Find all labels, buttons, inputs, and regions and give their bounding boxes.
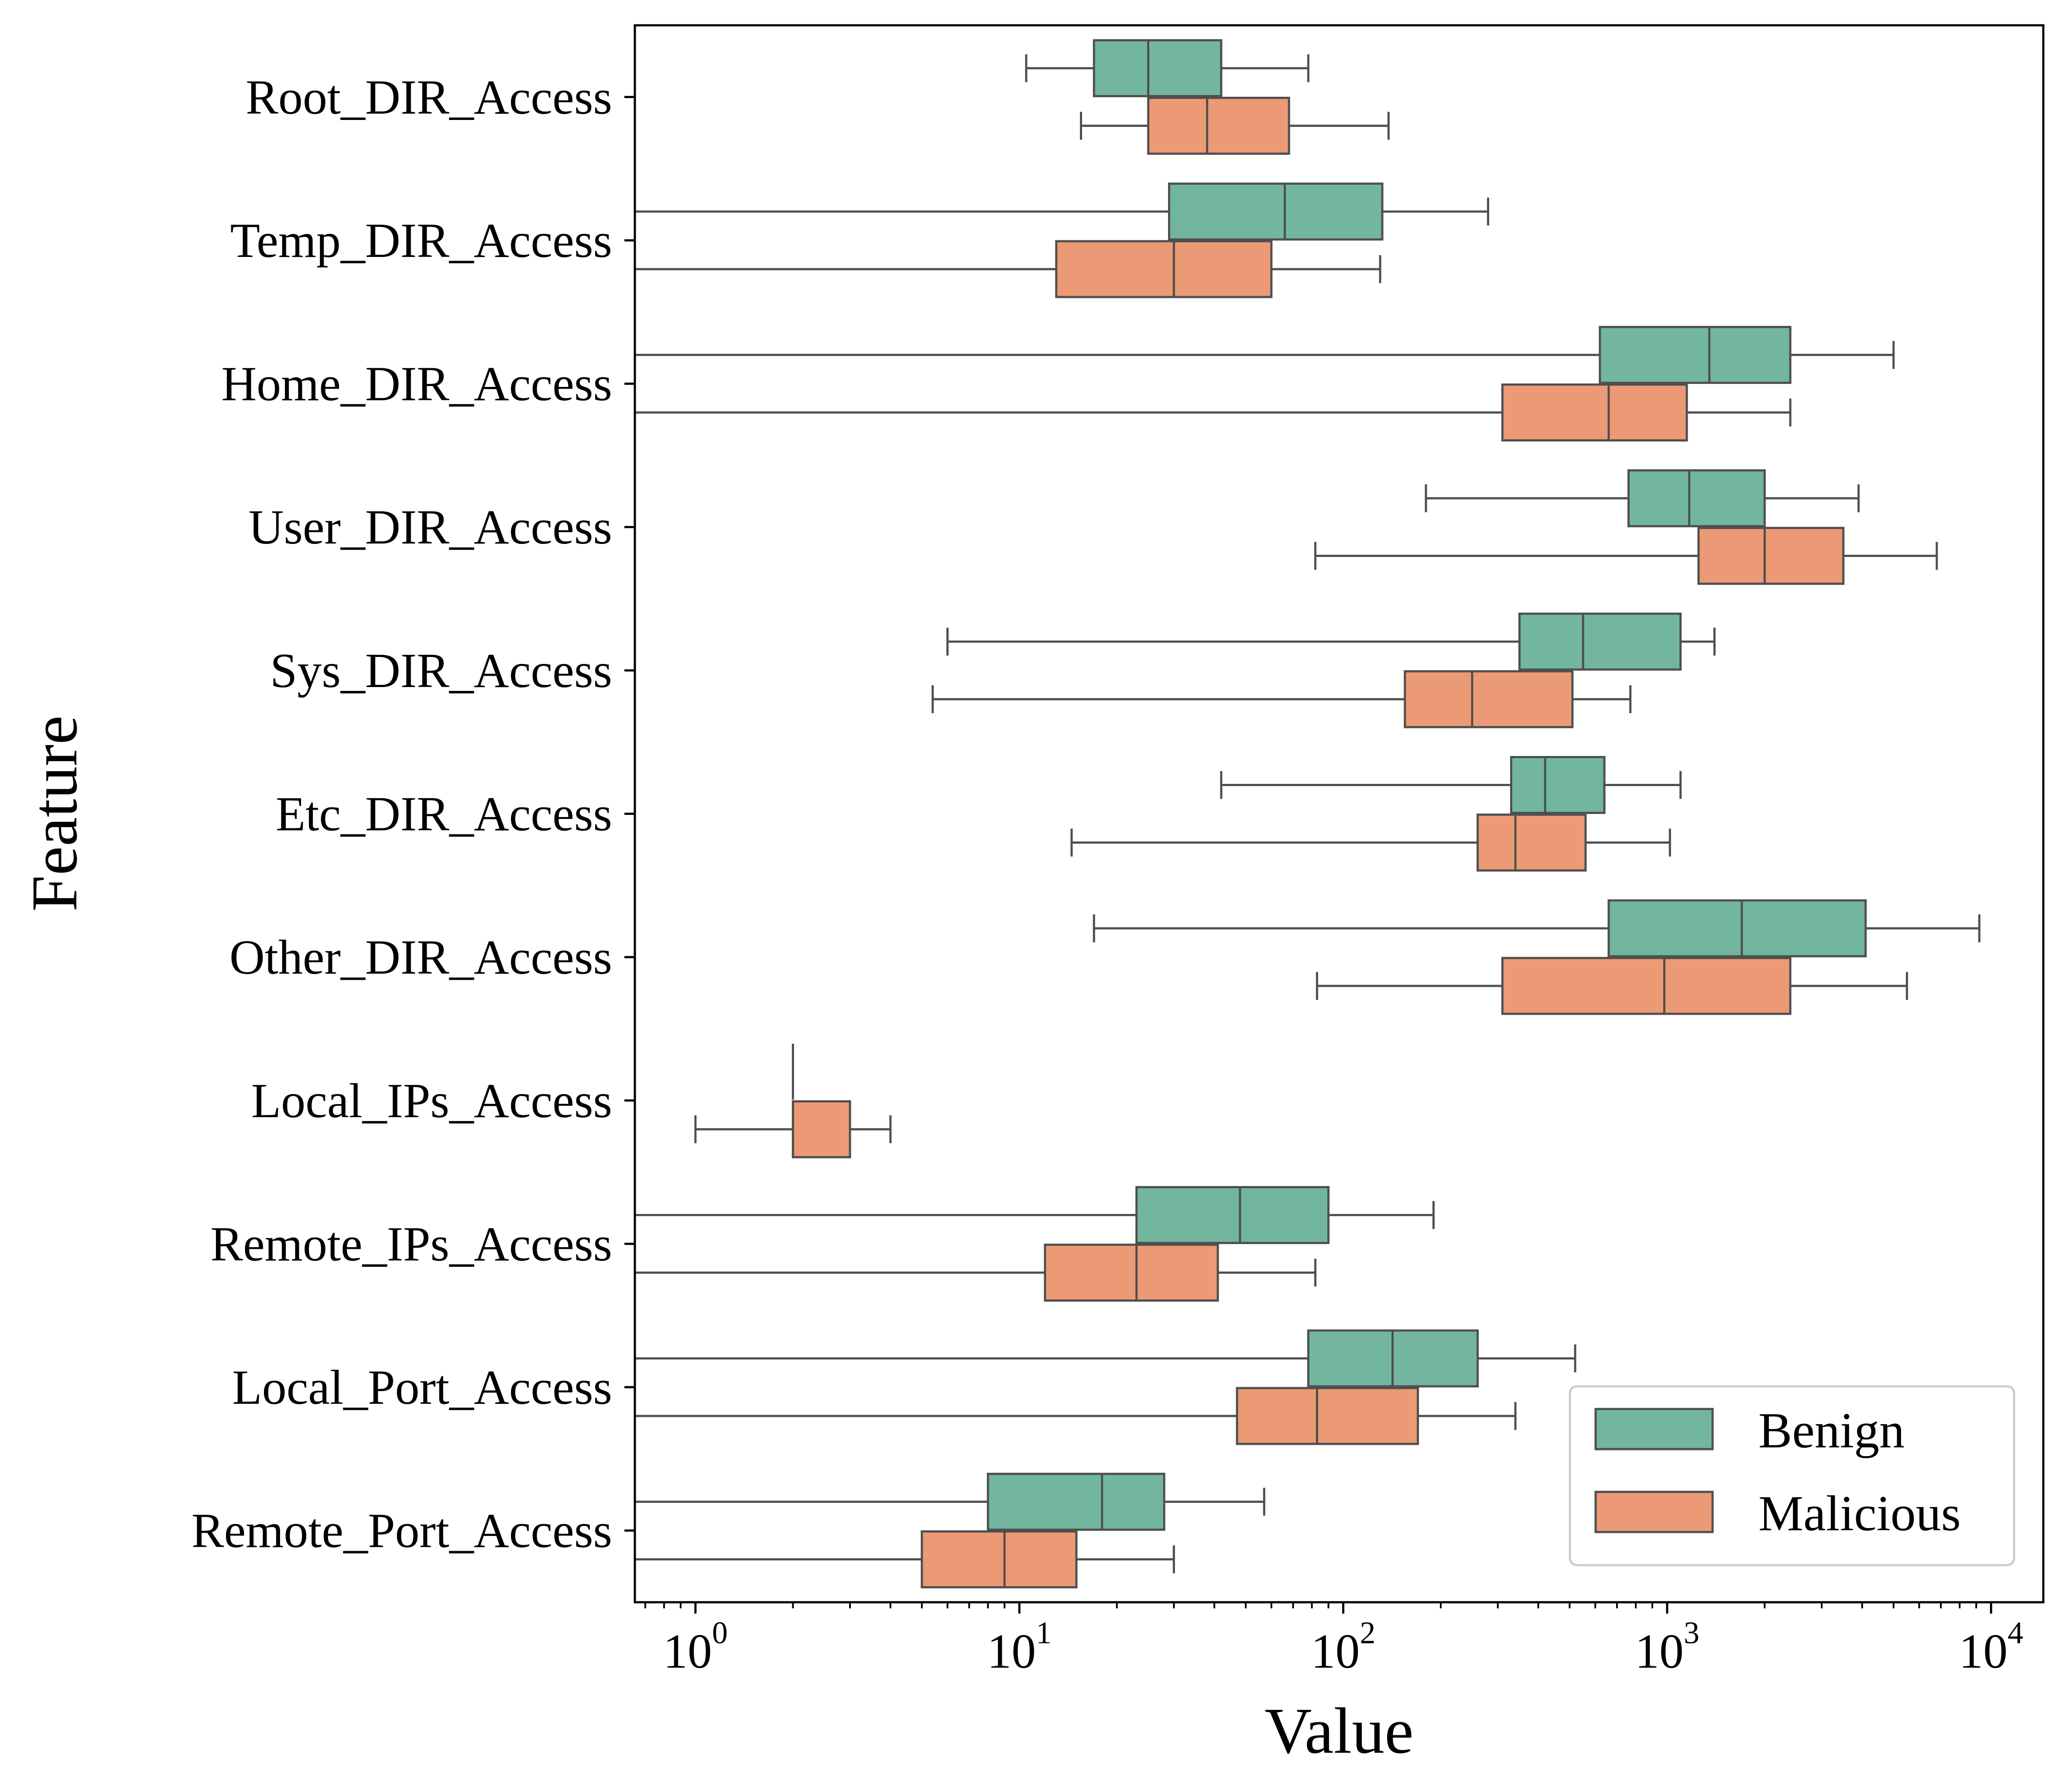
box-benign-etc-dir-access [1220, 756, 1682, 814]
x-tick-exponent: 3 [1684, 1615, 1699, 1650]
y-tick-label: Home_DIR_Access [221, 357, 612, 411]
x-tick-base: 10 [987, 1624, 1036, 1679]
y-tick-label: Etc_DIR_Access [276, 787, 612, 841]
x-tick-base: 10 [1635, 1624, 1684, 1679]
iqr-box [791, 1100, 851, 1159]
iqr-box [1518, 612, 1682, 671]
legend-swatch-benign [1594, 1408, 1714, 1450]
y-axis-ticks: Root_DIR_Access Temp_DIR_Access Home_DIR_A… [192, 70, 635, 1558]
legend: Benign Malicious [1569, 1385, 2015, 1566]
y-tick-label: Remote_IPs_Access [210, 1217, 612, 1271]
y-tick-label: Local_Port_Access [232, 1361, 612, 1415]
x-tick-exponent: 1 [1036, 1615, 1052, 1650]
y-tick-label: Temp_DIR_Access [230, 214, 613, 268]
y-axis-label: Feature [18, 715, 91, 912]
box-malicious-temp-dir-access [635, 240, 1381, 298]
x-tick-label: 101 [987, 1615, 1052, 1679]
iqr-box [1501, 957, 1792, 1015]
x-axis-ticks: 100 101 102 103 104 [644, 1602, 2023, 1679]
box-benign-sys-dir-access [946, 612, 1716, 671]
box-malicious-user-dir-access [1314, 527, 1938, 585]
x-tick-exponent: 0 [712, 1615, 728, 1650]
legend-label-malicious: Malicious [1758, 1486, 1961, 1542]
legend-label-benign: Benign [1758, 1403, 1905, 1459]
x-axis-label: Value [1264, 1695, 1414, 1767]
box-malicious-remote-port-access [635, 1530, 1175, 1589]
series-benign [635, 39, 1980, 1531]
x-tick-label: 102 [1311, 1615, 1376, 1679]
box-malicious-local-ips-access [694, 1100, 892, 1159]
x-tick-exponent: 4 [2008, 1615, 2023, 1650]
box-benign-user-dir-access [1425, 469, 1860, 527]
box-benign-temp-dir-access [635, 182, 1489, 241]
iqr-box [1135, 1186, 1330, 1244]
box-malicious-etc-dir-access [1070, 814, 1671, 872]
iqr-box [1599, 326, 1792, 384]
iqr-box [1044, 1243, 1219, 1302]
iqr-box [921, 1530, 1078, 1589]
x-tick-exponent: 2 [1360, 1615, 1376, 1650]
box-malicious-sys-dir-access [932, 670, 1632, 728]
y-tick-label: User_DIR_Access [248, 500, 612, 554]
box-malicious-remote-ips-access [635, 1243, 1317, 1302]
iqr-box [987, 1473, 1165, 1531]
iqr-box [1501, 383, 1688, 442]
box-benign-remote-port-access [635, 1473, 1265, 1531]
x-tick-base: 10 [663, 1624, 712, 1679]
iqr-box [1477, 814, 1587, 872]
box-malicious-home-dir-access [635, 383, 1792, 442]
y-tick-label: Local_IPs_Access [251, 1074, 612, 1128]
x-tick-label: 103 [1635, 1615, 1699, 1679]
plot-area [635, 39, 1980, 1589]
box-benign-home-dir-access [635, 326, 1895, 384]
iqr-box [1627, 469, 1766, 527]
box-malicious-root-dir-access [1080, 96, 1390, 155]
box-malicious-other-dir-access [1316, 957, 1908, 1015]
iqr-box [1093, 39, 1223, 97]
y-tick-label: Root_DIR_Access [246, 70, 612, 124]
iqr-box [1510, 756, 1606, 814]
iqr-box [1607, 899, 1867, 958]
iqr-box [1404, 670, 1574, 728]
box-benign-remote-ips-access [635, 1186, 1435, 1244]
legend-swatch-malicious [1594, 1491, 1714, 1533]
x-tick-base: 10 [1311, 1624, 1360, 1679]
x-tick-label: 100 [663, 1615, 728, 1679]
iqr-box [1236, 1387, 1419, 1445]
box-benign-local-port-access [635, 1329, 1576, 1388]
x-tick-label: 104 [1959, 1615, 2023, 1679]
series-malicious [635, 96, 1938, 1589]
y-tick-label: Other_DIR_Access [230, 930, 612, 985]
box-malicious-local-port-access [635, 1387, 1517, 1445]
y-tick-label: Remote_Port_Access [192, 1504, 612, 1558]
iqr-box [1168, 182, 1384, 241]
box-benign-other-dir-access [1093, 899, 1980, 958]
iqr-box [1055, 240, 1273, 298]
y-tick-label: Sys_DIR_Access [270, 644, 612, 698]
iqr-box [1697, 527, 1845, 585]
iqr-box [1147, 96, 1290, 155]
box-benign-root-dir-access [1025, 39, 1309, 97]
x-tick-base: 10 [1959, 1624, 2008, 1679]
